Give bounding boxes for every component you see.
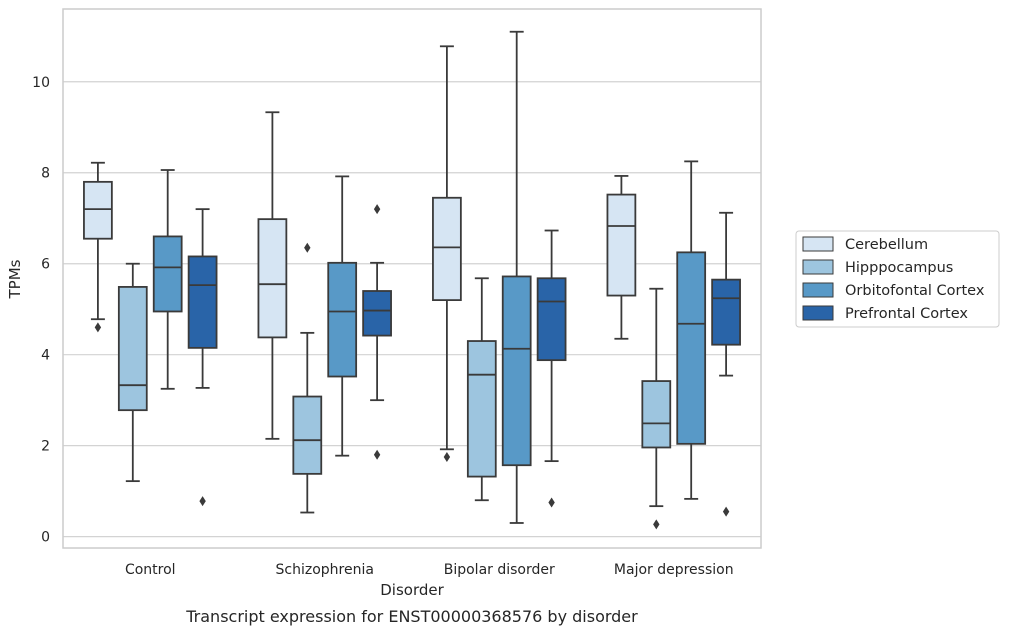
legend-swatch [802, 305, 834, 321]
box-group [606, 175, 637, 340]
box-group [257, 111, 288, 440]
y-tick-label: 6 [41, 257, 50, 273]
legend-swatch [802, 236, 834, 252]
x-tick-labels: Control Schizophrenia Bipolar disorder Majo… [125, 562, 734, 578]
y-tick-label: 0 [41, 530, 50, 546]
box-group [536, 229, 567, 508]
plot-frame [62, 8, 762, 549]
box [676, 251, 707, 445]
y-tick-label: 10 [32, 75, 50, 91]
box-group [501, 30, 532, 524]
box [83, 180, 113, 240]
x-axis-label: Disorder [380, 581, 444, 599]
y-tick-labels: 0 2 4 6 8 10 [32, 75, 50, 546]
outlier-point [94, 322, 102, 333]
y-tick-label: 8 [41, 166, 50, 182]
legend-label: Hipppocampus [845, 260, 953, 276]
box [257, 218, 288, 339]
box [466, 340, 497, 478]
chart-caption: Transcript expression for ENST0000036857… [185, 607, 638, 626]
box [292, 395, 323, 475]
box-group [152, 169, 183, 390]
box-group [117, 262, 148, 483]
box [432, 196, 462, 302]
box [501, 275, 532, 467]
outlier-point [548, 497, 555, 508]
outlier-point [653, 519, 660, 530]
legend-label: Orbitofontal Cortex [845, 283, 985, 299]
box-group [466, 277, 497, 502]
box-group [83, 161, 113, 333]
plot-boxes [83, 30, 741, 530]
box [711, 278, 741, 346]
outlier-point [722, 506, 730, 517]
box [152, 235, 183, 313]
box [327, 261, 358, 378]
box-group [641, 287, 672, 530]
legend-swatch [802, 259, 834, 275]
box-group [676, 160, 707, 500]
x-tick-label: Control [125, 562, 176, 578]
x-tick-label: Major depression [614, 562, 734, 578]
legend-label: Prefrontal Cortex [845, 306, 968, 322]
box-group [187, 208, 218, 507]
legend-swatch [802, 282, 834, 298]
x-tick-label: Schizophrenia [276, 562, 374, 578]
legend: Cerebellum Hipppocampus Orbitofontal Corte… [795, 230, 1000, 328]
box-group [292, 242, 323, 514]
legend-label: Cerebellum [845, 237, 928, 253]
box [536, 277, 567, 362]
outlier-point [199, 496, 206, 507]
legend-frame [795, 230, 1000, 328]
box [117, 286, 148, 412]
y-tick-label: 2 [41, 439, 50, 455]
x-tick-label: Bipolar disorder [444, 562, 555, 578]
outlier-point [304, 242, 311, 253]
outlier-point [443, 452, 451, 463]
box [606, 193, 637, 297]
box-group [327, 175, 358, 457]
y-axis-label: TPMs [6, 259, 24, 299]
box-group [432, 45, 462, 463]
outlier-point [373, 449, 381, 460]
y-tick-label: 4 [41, 348, 50, 364]
outlier-point [373, 204, 381, 215]
box [187, 255, 218, 349]
box [641, 380, 672, 449]
box [362, 290, 392, 337]
box-group [711, 211, 741, 517]
box-group [362, 204, 392, 460]
